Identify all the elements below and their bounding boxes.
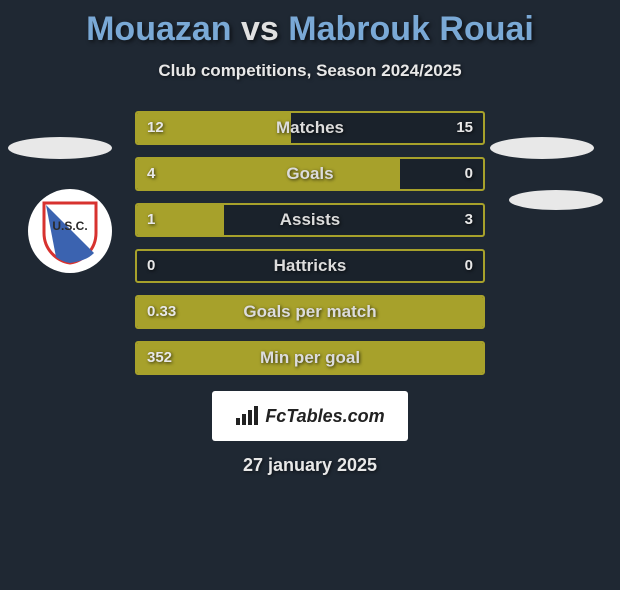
fctables-badge: FcTables.com — [212, 391, 408, 441]
shield-icon: U.S.C. — [34, 195, 106, 267]
stat-bar-matches: Matches12 15 — [135, 111, 485, 145]
badge-text: FcTables.com — [265, 406, 384, 427]
bar-label: Goals — [137, 159, 483, 189]
bar-value-right: 3 — [465, 205, 473, 235]
player-photo-placeholder-left — [8, 137, 112, 159]
bar-label: Goals per match — [137, 297, 483, 327]
club-logo-left: U.S.C. — [28, 189, 112, 273]
club-logo-placeholder-right — [509, 190, 603, 210]
bar-value-right: 15 — [456, 113, 473, 143]
date-label: 27 january 2025 — [0, 455, 620, 476]
page-title: Mouazan vs Mabrouk Rouai — [0, 10, 620, 49]
bar-value-left: 352 — [147, 343, 172, 373]
bar-value-left: 12 — [147, 113, 164, 143]
bar-label: Matches — [137, 113, 483, 143]
stat-bar-assists: Assists1 3 — [135, 203, 485, 237]
bar-label: Assists — [137, 205, 483, 235]
stat-bar-hattricks: Hattricks0 0 — [135, 249, 485, 283]
subtitle: Club competitions, Season 2024/2025 — [0, 61, 620, 81]
player-photo-placeholder-right — [490, 137, 594, 159]
bar-value-right: 0 — [465, 159, 473, 189]
title-player2: Mabrouk Rouai — [288, 10, 534, 48]
bar-chart-icon — [235, 406, 259, 426]
bar-value-left: 0 — [147, 251, 155, 281]
bar-value-right: 0 — [465, 251, 473, 281]
bar-value-left: 1 — [147, 205, 155, 235]
stat-bar-goals: Goals4 0 — [135, 157, 485, 191]
stat-bar-goals-per-match: Goals per match0.33 — [135, 295, 485, 329]
bar-label: Min per goal — [137, 343, 483, 373]
bar-value-left: 4 — [147, 159, 155, 189]
title-vs: vs — [241, 10, 279, 48]
title-player1: Mouazan — [86, 10, 231, 48]
svg-text:U.S.C.: U.S.C. — [52, 219, 87, 233]
bar-value-left: 0.33 — [147, 297, 176, 327]
stats-bars: Matches1215Goals40Assists13Hattricks00Go… — [135, 111, 485, 375]
bar-label: Hattricks — [137, 251, 483, 281]
stat-bar-min-per-goal: Min per goal352 — [135, 341, 485, 375]
